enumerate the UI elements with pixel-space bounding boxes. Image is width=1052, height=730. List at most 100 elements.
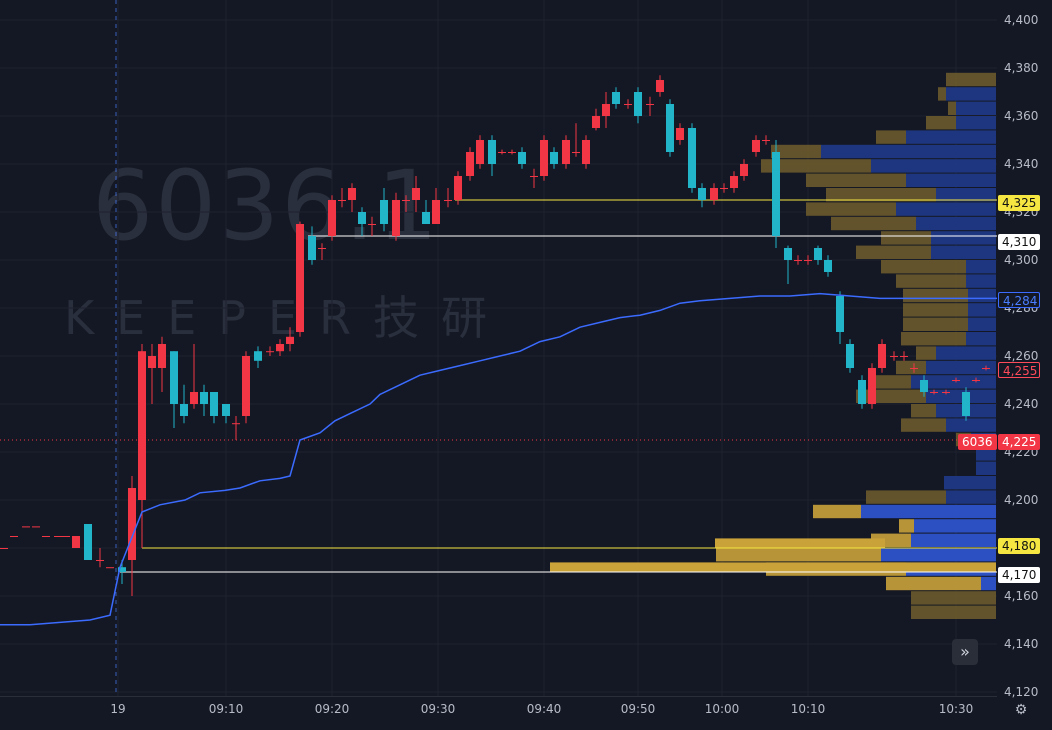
candle-body	[358, 212, 366, 224]
volume-profile-bar	[896, 360, 926, 375]
gear-icon: ⚙	[1014, 702, 1028, 718]
candle-body	[106, 567, 114, 569]
volume-profile-bar	[911, 375, 996, 389]
price-badge-4325: 4,325	[998, 195, 1040, 211]
candle-body	[402, 200, 410, 201]
candle-body	[392, 200, 400, 236]
candle-body	[730, 176, 738, 188]
candle-body	[858, 380, 866, 404]
y-tick-label: 4,300	[1004, 253, 1039, 267]
volume-profile-bar	[926, 116, 956, 130]
volume-profile-bar	[896, 202, 996, 216]
candle-body	[710, 188, 718, 200]
candle-body	[740, 164, 748, 176]
x-tick-label: 19	[110, 702, 126, 716]
watermark-brand: KEEPER技研	[64, 291, 510, 345]
volume-profile-bar	[976, 447, 996, 461]
y-tick-label: 4,160	[1004, 589, 1039, 603]
candle-body	[624, 104, 632, 105]
volume-profile-bar	[881, 548, 996, 562]
price-badge-4170: 4,170	[998, 567, 1040, 583]
candle-body	[308, 236, 316, 260]
volume-profile-bar	[806, 202, 896, 216]
volume-profile-bar	[946, 490, 996, 504]
candle-body	[22, 526, 30, 528]
volume-profile-bar	[826, 188, 936, 202]
volume-profile-bar	[966, 332, 996, 346]
y-tick-label: 4,140	[1004, 637, 1039, 651]
candle-body	[444, 200, 452, 201]
volume-profile-bar	[871, 159, 996, 173]
candle-body	[666, 104, 674, 152]
candle-body	[784, 248, 792, 260]
candle-body	[118, 567, 126, 572]
candle-body	[836, 296, 844, 332]
volume-profile-bar	[911, 591, 996, 605]
volume-profile-bar	[936, 188, 996, 202]
vwap-price-badge: 4,284	[998, 292, 1040, 308]
candle-body	[254, 351, 262, 361]
volume-profile-bar	[968, 288, 996, 303]
candle-body	[550, 152, 558, 164]
volume-profile-bar	[956, 101, 996, 115]
candle-body	[128, 488, 136, 560]
candle-body	[646, 104, 654, 105]
volume-profile-bar	[931, 231, 996, 245]
candle-body	[698, 188, 706, 200]
volume-profile-bar	[976, 461, 996, 475]
candle-body	[910, 368, 918, 369]
candle-body	[328, 200, 336, 236]
x-tick-label: 09:50	[620, 702, 656, 716]
volume-profile-bar	[968, 303, 996, 317]
volume-profile-bar	[861, 504, 996, 519]
candle-body	[752, 140, 760, 152]
candle-body	[266, 351, 274, 353]
candle-body	[296, 224, 304, 332]
current-price-badge: 4,225	[998, 434, 1040, 450]
candle-body	[634, 92, 642, 116]
candle-body	[232, 423, 240, 425]
candle-body	[454, 176, 462, 200]
scroll-to-realtime-button[interactable]: »	[952, 639, 978, 665]
candle-body	[190, 392, 198, 404]
volume-profile-bar	[956, 116, 996, 130]
volume-profile-bar	[936, 346, 996, 360]
candle-body	[602, 104, 610, 116]
y-tick-label: 4,200	[1004, 493, 1039, 507]
volume-profile-bar	[806, 173, 906, 187]
volume-profile-bar	[876, 130, 906, 144]
volume-profile-bar	[813, 504, 861, 519]
last-price-line-badge: 4,255	[998, 362, 1040, 378]
candle-body	[54, 536, 62, 537]
candle-body	[62, 536, 70, 537]
candle-body	[380, 200, 388, 224]
candle-body	[612, 92, 620, 104]
candle-body	[720, 188, 728, 189]
volume-profile-bar	[903, 317, 968, 331]
candle-body	[572, 152, 580, 153]
candle-body	[562, 140, 570, 164]
candle-body	[200, 392, 208, 404]
candle-body	[466, 152, 474, 176]
volume-profile-bar	[946, 418, 996, 432]
candle-body	[96, 560, 104, 561]
candle-body	[84, 524, 92, 560]
x-tick-label: 10:30	[938, 702, 974, 716]
volume-profile-bar	[831, 216, 916, 231]
candle-body	[498, 152, 506, 153]
volume-profile-bar	[926, 389, 996, 403]
volume-profile-bar	[948, 101, 956, 115]
x-tick-label: 09:30	[420, 702, 456, 716]
candle-body	[72, 536, 80, 548]
chart-settings-button[interactable]: ⚙	[1013, 702, 1029, 718]
candle-body	[432, 200, 440, 224]
candle-body	[508, 152, 516, 153]
volume-profile-bar	[886, 576, 981, 591]
volume-profile-bar	[771, 144, 821, 159]
candle-body	[982, 368, 990, 369]
symbol-label: 6036	[958, 434, 997, 450]
candle-body	[952, 380, 960, 381]
candle-body	[794, 260, 802, 261]
